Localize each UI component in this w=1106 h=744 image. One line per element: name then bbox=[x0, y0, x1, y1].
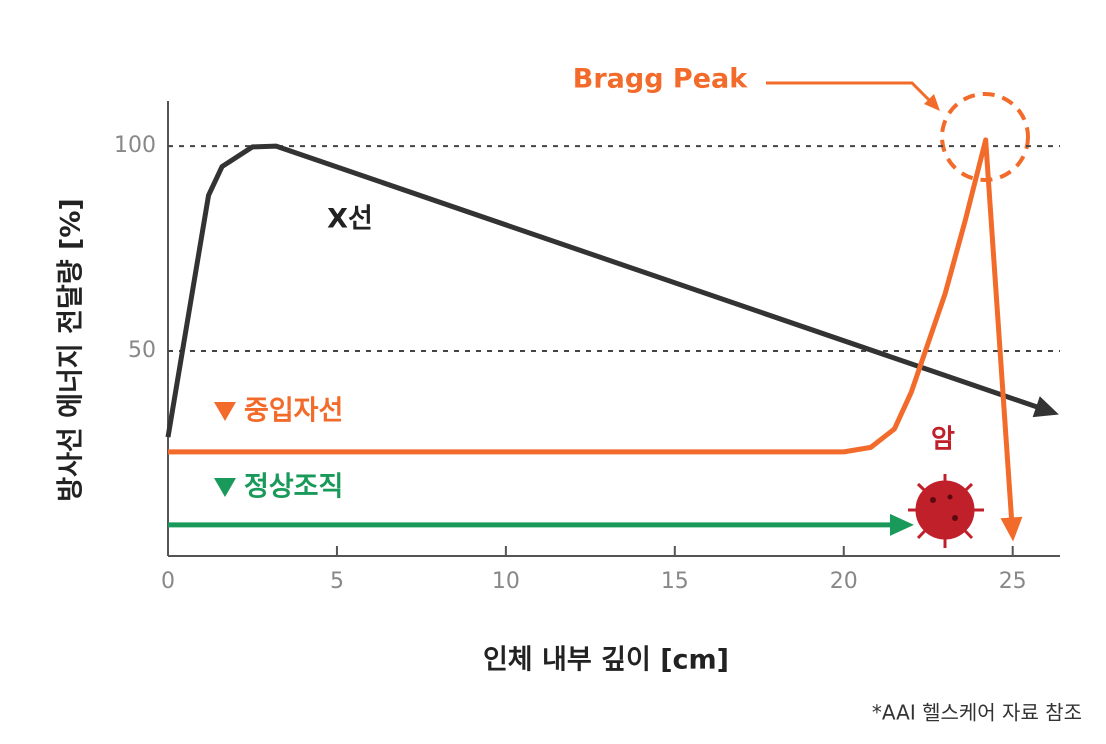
arrow-head bbox=[1032, 396, 1059, 418]
arrow-head bbox=[1000, 516, 1023, 542]
bragg-pointer bbox=[766, 81, 937, 108]
label-marker bbox=[214, 478, 236, 497]
bragg-peak-label: Bragg Peak bbox=[573, 64, 748, 95]
y-tick-label: 50 bbox=[128, 338, 156, 363]
series-label: X선 bbox=[327, 204, 373, 235]
series-line bbox=[168, 137, 1016, 536]
series-label: 정상조직 bbox=[244, 472, 343, 503]
x-tick-label: 25 bbox=[999, 569, 1027, 594]
label-marker bbox=[214, 402, 236, 421]
series-line bbox=[165, 143, 1055, 438]
bragg-pointer-head bbox=[924, 94, 940, 111]
x-axis-label: 인체 내부 깊이 [cm] bbox=[483, 645, 729, 676]
virus-icon bbox=[908, 474, 984, 548]
y-axis-label: 방사선 에너지 전달량 [%] bbox=[56, 198, 87, 502]
x-tick-label: 5 bbox=[330, 569, 344, 594]
bragg-circle bbox=[940, 92, 1030, 182]
x-tick-label: 20 bbox=[830, 569, 858, 594]
x-tick-label: 10 bbox=[492, 569, 520, 594]
cancer-label: 암 bbox=[931, 425, 955, 455]
x-tick-label: 0 bbox=[161, 569, 175, 594]
x-tick-label: 15 bbox=[661, 569, 689, 594]
y-tick-label: 100 bbox=[114, 133, 156, 158]
series-label: 중입자선 bbox=[244, 396, 343, 427]
source-note: *AAI 헬스케어 자료 참조 bbox=[872, 701, 1082, 725]
arrow-head bbox=[889, 513, 914, 536]
